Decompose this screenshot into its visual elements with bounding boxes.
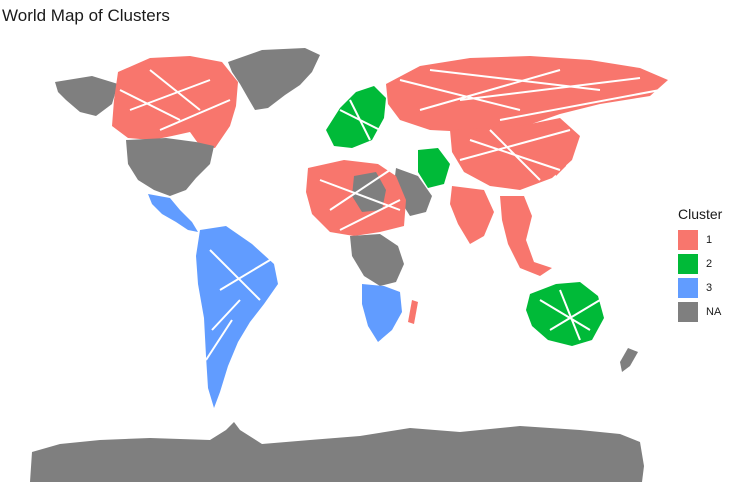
legend-label: 2 <box>706 258 713 270</box>
region-japan <box>552 140 570 176</box>
legend: Cluster 1 2 3 NA <box>678 206 722 324</box>
region-usa <box>126 138 214 196</box>
region-antarctica <box>30 422 644 482</box>
region-russia <box>386 56 668 132</box>
legend-swatch <box>678 254 698 274</box>
legend-item: 2 <box>678 252 722 276</box>
legend-label: 3 <box>706 282 713 294</box>
legend-item: 3 <box>678 276 722 300</box>
region-india <box>450 186 494 244</box>
region-southern-africa <box>362 284 402 342</box>
region-southeast-asia <box>500 196 552 276</box>
legend-swatch <box>678 230 698 250</box>
region-alaska <box>55 76 118 116</box>
region-south-america <box>196 226 278 408</box>
legend-item: 1 <box>678 228 722 252</box>
legend-label: 1 <box>706 234 713 246</box>
region-mexico <box>148 194 198 232</box>
legend-swatch <box>678 302 698 322</box>
region-new-zealand <box>620 348 638 372</box>
legend-swatch <box>678 278 698 298</box>
map-title: World Map of Clusters <box>2 6 170 25</box>
legend-title: Cluster <box>678 206 723 222</box>
legend-label: NA <box>706 306 722 318</box>
legend-item: NA <box>678 300 722 324</box>
region-greenland <box>228 48 320 110</box>
region-central-africa <box>350 234 404 286</box>
region-iran <box>418 148 450 188</box>
region-canada <box>112 56 238 148</box>
region-madagascar <box>408 300 418 324</box>
boundary-fragments <box>119 69 661 361</box>
